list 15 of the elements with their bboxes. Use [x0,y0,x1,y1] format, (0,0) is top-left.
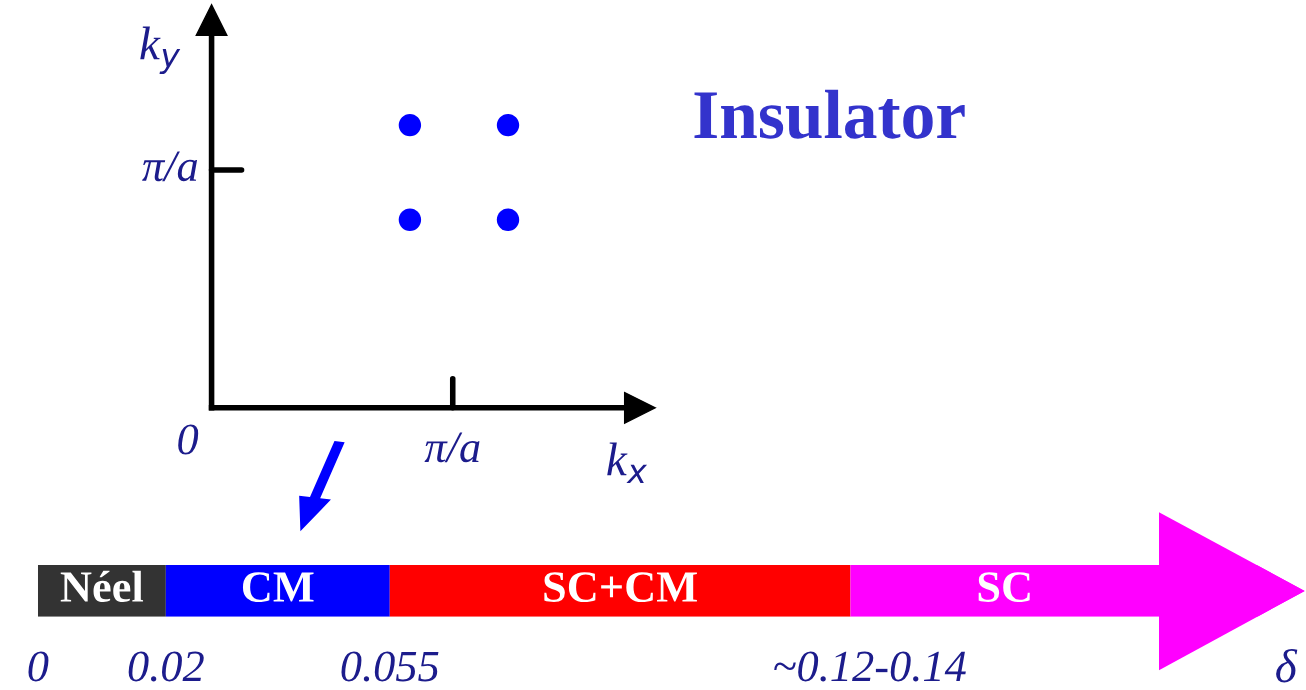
text: k$_{y}$ [140,26,181,74]
series-label: SC+CM [544,572,697,603]
series-label: SC [978,572,1030,603]
text: π/a [424,432,480,463]
series-label: Néel [60,570,144,603]
text: k$_{x}$ [607,442,648,483]
text: Insulator [694,89,965,139]
text: π/a [142,151,198,182]
legend-label: CM [242,572,314,603]
x-tick-label: 0.055 [341,651,439,682]
x-tick-label: 0 [28,651,49,682]
x-axis-title: δ [1276,648,1298,683]
x-tick-label: 0.02 [128,651,204,682]
x-tick-label: ~0.12-0.14 [774,651,966,682]
text: 0 [178,424,199,455]
